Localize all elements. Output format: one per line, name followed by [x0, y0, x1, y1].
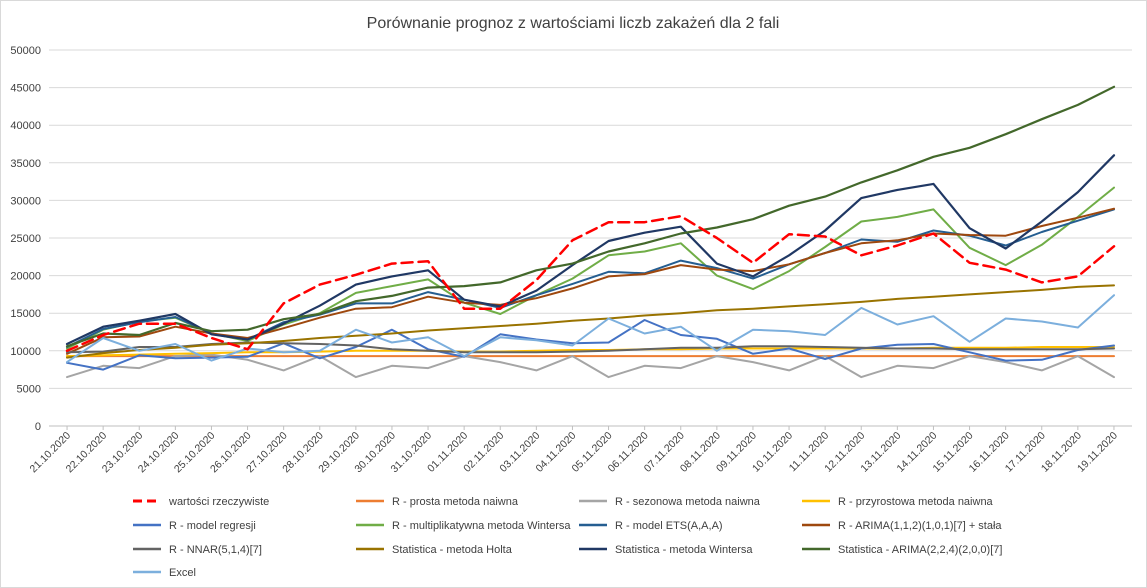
y-tick-label: 30000 — [10, 195, 41, 207]
y-tick-label: 15000 — [10, 308, 41, 320]
series-line-10 — [65, 154, 1116, 346]
y-tick-label: 40000 — [10, 120, 41, 132]
y-tick-label: 10000 — [10, 346, 41, 358]
series-line-0 — [65, 214, 1116, 353]
y-tick-label: 35000 — [10, 158, 41, 170]
series-line-5 — [66, 186, 1115, 350]
series-line-4 — [66, 319, 1115, 371]
legend-label: wartości rzeczywiste — [168, 496, 269, 508]
y-tick-label: 45000 — [10, 83, 41, 95]
y-tick-label: 0 — [35, 421, 41, 433]
y-axis: 0 5000 10000 15000 20000 25000 30000 35000 40000… — [10, 45, 41, 433]
y-tick-label: 25000 — [10, 233, 41, 245]
legend: wartości rzeczywiste R - prosta metoda na… — [133, 496, 1002, 579]
legend-label: R - przyrostowa metoda naiwna — [838, 496, 994, 508]
legend-label: Statistica - metoda Holta — [392, 544, 513, 556]
y-tick-label: 20000 — [10, 271, 41, 283]
series-line-9 — [66, 284, 1115, 359]
chart-title: Porównanie prognoz z wartościami liczb z… — [367, 15, 780, 32]
legend-label: R - model ETS(A,A,A) — [615, 520, 723, 532]
legend-label: R - model regresji — [169, 520, 256, 532]
legend-label: R - sezonowa metoda naiwna — [615, 496, 761, 508]
legend-label: Statistica - ARIMA(2,2,4)(2,0,0)[7] — [838, 544, 1002, 556]
x-axis: 21.10.202022.10.202023.10.202024.10.2020… — [28, 426, 1120, 475]
y-tick-label: 5000 — [17, 383, 41, 395]
y-tick-label: 50000 — [10, 45, 41, 57]
legend-label: R - ARIMA(1,1,2)(1,0,1)[7] + stała — [838, 520, 1002, 532]
legend-label: R - NNAR(5,1,4)[7] — [169, 544, 262, 556]
series-line-12 — [66, 294, 1115, 364]
legend-label: R - multiplikatywna metoda Wintersa — [392, 520, 571, 532]
legend-label: R - prosta metoda naiwna — [392, 496, 519, 508]
series-line-11 — [65, 85, 1116, 348]
series-lines — [65, 85, 1116, 379]
series-line-2 — [66, 353, 1115, 379]
legend-label: Statistica - metoda Wintersa — [615, 544, 753, 556]
legend-label: Excel — [169, 567, 196, 579]
gridlines — [49, 49, 1132, 427]
series-line-7 — [66, 207, 1115, 355]
